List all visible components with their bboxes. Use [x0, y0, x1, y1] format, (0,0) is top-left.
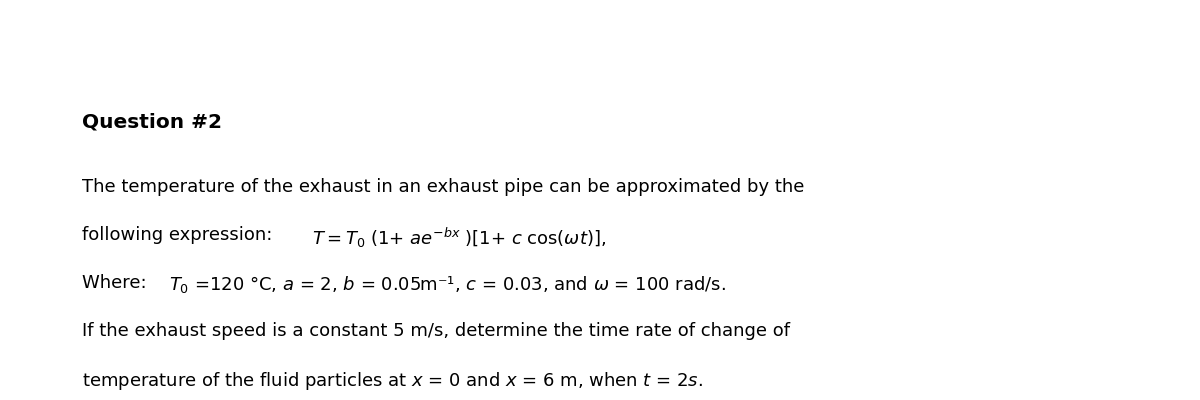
Text: Question #2: Question #2: [82, 112, 222, 131]
Text: following expression:: following expression:: [82, 226, 283, 244]
Text: temperature of the fluid particles at $x$ = 0 and $x$ = 6 m, when $t$ = 2$s$.: temperature of the fluid particles at $x…: [82, 370, 703, 392]
Text: $T_0$ =120 °C, $a$ = 2, $b$ = 0.05m⁻¹, $c$ = 0.03, and $\omega$ = 100 rad/s.: $T_0$ =120 °C, $a$ = 2, $b$ = 0.05m⁻¹, $…: [169, 274, 726, 295]
Text: $T = T_0$ (1+ $ae^{-bx}$ )[1+ $c$ cos($\omega t$)],: $T = T_0$ (1+ $ae^{-bx}$ )[1+ $c$ cos($\…: [312, 226, 606, 250]
Text: If the exhaust speed is a constant 5 m/s, determine the time rate of change of: If the exhaust speed is a constant 5 m/s…: [82, 322, 790, 340]
Text: The temperature of the exhaust in an exhaust pipe can be approximated by the: The temperature of the exhaust in an exh…: [82, 178, 804, 196]
Text: Where:: Where:: [82, 274, 157, 292]
